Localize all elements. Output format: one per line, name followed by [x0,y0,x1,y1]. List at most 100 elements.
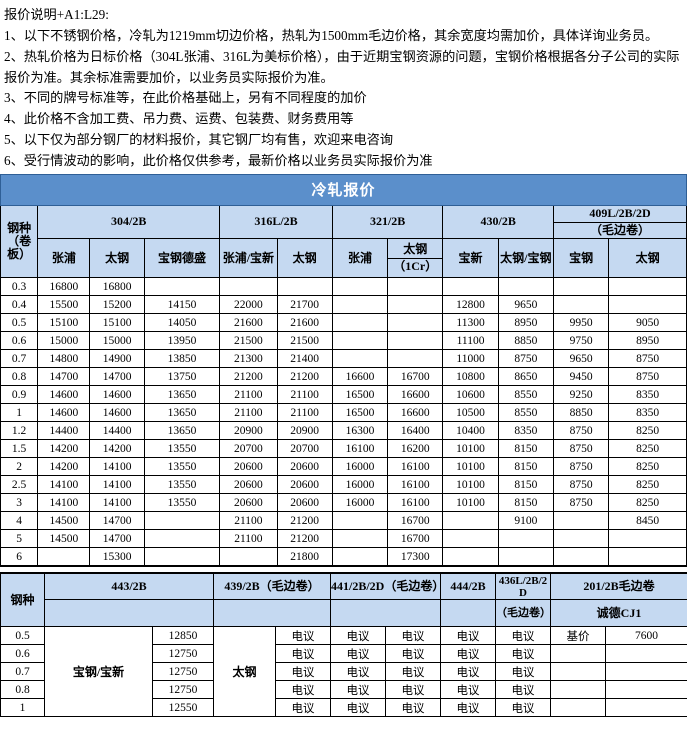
price-cell [608,295,687,315]
price-cell-441-a: 电议 [330,626,386,646]
price-cell [552,277,610,297]
sub-304-zhangpu: 张浦 [37,238,91,279]
table-row: 0.7 12750 电议 电议 电议 电议 电议 [0,662,687,682]
price-cell-201-a: 基价 [550,626,606,646]
price-cell [143,511,221,531]
price-cell: 8750 [608,367,687,387]
price-cell: 16700 [387,367,444,387]
table-row: 0.5 宝钢/宝新 12850 太钢 电议 电议 电议 电议 电议 基价 7600 [0,626,687,718]
row-thickness-label: 1 [0,698,45,718]
table-row: 4 14500 14700 21100 21200 16700 9100 8450 [0,511,687,531]
price-cell: 9650 [497,295,555,315]
price-cell-436l: 电议 [495,698,551,718]
price-cell: 14600 [89,403,145,423]
price-cell: 14500 [37,529,91,549]
price-cell: 21500 [276,331,333,351]
price-cell: 20600 [276,475,333,495]
price-cell: 15300 [89,547,145,568]
price-cell [219,277,278,297]
price-cell [143,529,221,549]
sub-321-1cr-label: （1Cr） [393,258,438,273]
price-cell: 8750 [608,349,687,369]
price-cell: 16100 [387,493,444,513]
price-cell-443: 12750 [152,680,214,700]
price-cell: 21100 [219,511,278,531]
price-cell: 8450 [608,511,687,531]
row-thickness-label: 1.5 [0,439,39,459]
price-cell-444: 电议 [440,644,496,664]
note-line-6: 6、受行情波动的影响，此价格仅供参考，最新价格以业务员实际报价为准 [4,153,433,169]
row-thickness-label: 0.6 [0,644,45,664]
price-cell: 14200 [37,457,91,477]
price-cell-201-b [605,680,687,700]
price-cell-201-b [605,698,687,718]
price-cell: 14100 [37,493,91,513]
price-cell: 8950 [608,331,687,351]
price-cell: 10100 [442,439,499,459]
price-cell: 10100 [442,457,499,477]
price-cell: 13650 [143,385,221,405]
price-cell [387,331,444,351]
price-cell: 8150 [497,457,555,477]
price-cell-443: 12550 [152,698,214,718]
price-cell [331,349,389,369]
price-cell: 8550 [497,385,555,405]
table-row: 0.8 14700 14700 13750 21200 21200 16600 16700 10… [0,367,687,387]
table-row: 0.9 14600 14600 13650 21100 21100 16500 16600 10… [0,385,687,405]
table-row: 0.8 12750 电议 电议 电议 电议 电议 [0,680,687,700]
row-thickness-label: 0.7 [0,662,45,682]
price-cell: 8650 [497,367,555,387]
sub-304-baogangdesheng: 宝钢德盛 [143,238,221,279]
sub-321-zhangpu: 张浦 [331,238,389,279]
price-cell-201-a [550,644,606,664]
price-cell: 8250 [608,421,687,441]
price-cell [219,547,278,568]
price-cell: 21100 [276,403,333,423]
row-thickness-label: 1 [0,403,39,423]
price-cell-201-b [605,644,687,664]
price-cell: 16000 [331,475,389,495]
row-thickness-label: 6 [0,547,39,568]
price-cell [276,277,333,297]
row-thickness-label: 0.8 [0,680,45,700]
note-line-3: 3、不同的牌号标准等，在此价格基础上，另有不同程度的加价 [4,90,367,106]
price-cell: 14800 [37,349,91,369]
price-cell: 20900 [219,421,278,441]
price-cell: 9750 [552,331,610,351]
group-444-sub [440,599,496,628]
merged-443-supplier: 宝钢/宝新 [44,626,153,718]
table-row: 1 14600 14600 13650 21100 21100 16500 16600 1050… [0,403,687,423]
price-cell: 16100 [387,475,444,495]
row-thickness-label: 0.9 [0,385,39,405]
price-cell: 21200 [276,367,333,387]
row-thickness-label: 2 [0,457,39,477]
group-201-2b: 201/2B毛边卷 [550,572,687,601]
price-cell: 15000 [37,331,91,351]
table-row: 1.2 14400 14400 13650 20900 20900 16300 16400 10… [0,421,687,441]
price-cell-444: 电议 [440,662,496,682]
price-cell [331,277,389,297]
price-cell: 16500 [331,403,389,423]
row-thickness-label: 0.3 [0,277,39,297]
price-cell: 8250 [608,475,687,495]
price-cell [143,277,221,297]
price-cell: 13650 [143,421,221,441]
price-cell-201-b [605,662,687,682]
price-cell [331,313,389,333]
group-430-2b: 430/2B [442,204,554,240]
price-cell: 8750 [552,421,610,441]
price-cell: 20600 [276,457,333,477]
price-cell: 16600 [387,385,444,405]
price-cell [331,331,389,351]
price-cell: 8350 [608,385,687,405]
price-cell: 21200 [276,511,333,531]
group-439-2b: 439/2B（毛边卷） [213,572,331,601]
price-cell: 8250 [608,493,687,513]
price-cell: 22000 [219,295,278,315]
price-cell [331,529,389,549]
sub-430-taigang-baogang: 太钢/宝钢 [497,238,555,279]
note-line-4: 4、此价格不含加工费、吊力费、运费、包装费、财务费用等 [4,111,354,127]
group-409l-sublabel: （毛边卷） [589,222,650,237]
price-cell [387,277,444,297]
price-cell: 13950 [143,331,221,351]
